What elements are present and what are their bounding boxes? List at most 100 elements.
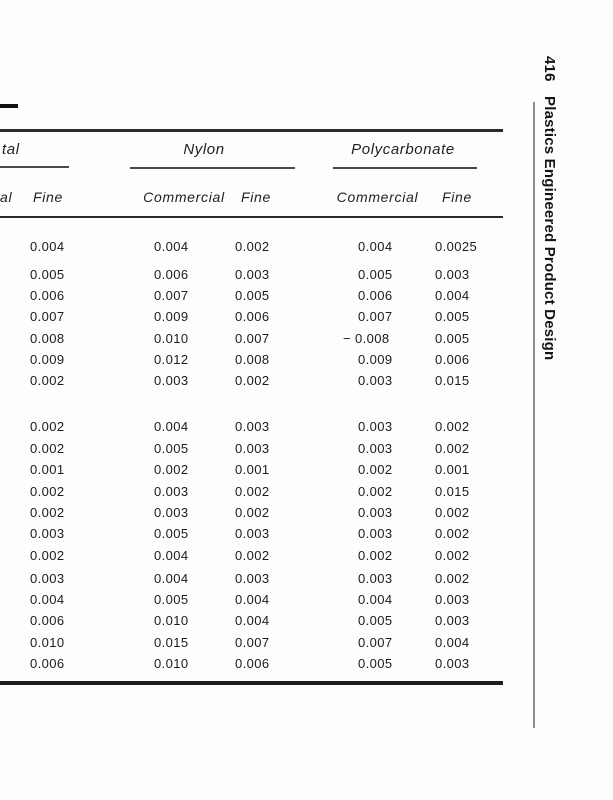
table-cell: 0.003 — [435, 592, 470, 607]
table-cell: 0.003 — [235, 267, 270, 282]
table-cell: 0.003 — [154, 373, 189, 388]
table-cell: 0.002 — [154, 462, 189, 477]
table-cell: 0.005 — [358, 267, 393, 282]
table-cell: 0.006 — [30, 288, 65, 303]
table-cell: 0.003 — [435, 656, 470, 671]
table-cell: 0.002 — [235, 373, 270, 388]
col-header-polycarbonate-fine: Fine — [442, 189, 473, 205]
table-cell: 0.004 — [358, 592, 393, 607]
table-cell: 0.009 — [30, 352, 65, 367]
table-cell: 0.002 — [435, 548, 470, 563]
table-cell: 0.002 — [435, 505, 470, 520]
table-cell: 0.002 — [435, 526, 470, 541]
table-cell: 0.003 — [30, 571, 65, 586]
col-header-nylon-commercial: Commercial — [143, 189, 225, 205]
col-header-acetal-fine: Fine — [33, 189, 64, 205]
table-cell: 0.001 — [435, 462, 470, 477]
table-cell: 0.012 — [154, 352, 189, 367]
table-cell: 0.006 — [235, 309, 270, 324]
table-cell: 0.006 — [154, 267, 189, 282]
table-cell: 0.005 — [435, 331, 470, 346]
table-cell: 0.002 — [30, 441, 65, 456]
group-header-polycarbonate: Polycarbonate — [351, 141, 455, 158]
table-cell: 0.002 — [30, 548, 65, 563]
table-cell: 0.003 — [235, 526, 270, 541]
running-header-rule — [533, 102, 535, 728]
table-cell: 0.004 — [154, 419, 189, 434]
table-cell: 0.007 — [235, 635, 270, 650]
group-underline-acetal — [0, 166, 69, 168]
table-cell: 0.007 — [154, 288, 189, 303]
col-header-commercial-truncated: al — [0, 189, 13, 205]
table-cell: 0.004 — [435, 635, 470, 650]
table-cell: − 0.008 — [343, 331, 390, 346]
table-cell: 0.005 — [30, 267, 65, 282]
table-bottom-border — [0, 681, 503, 685]
table-cell: 0.003 — [358, 373, 393, 388]
table-cell: 0.006 — [435, 352, 470, 367]
table-cell: 0.005 — [154, 526, 189, 541]
table-cell: 0.002 — [235, 239, 270, 254]
group-underline-polycarbonate — [333, 167, 477, 169]
table-cell: 0.003 — [358, 419, 393, 434]
table-cell: 0.002 — [235, 548, 270, 563]
table-cell: 0.002 — [30, 505, 65, 520]
table-cell: 0.0025 — [435, 239, 478, 254]
table-cell: 0.006 — [358, 288, 393, 303]
table-cell: 0.007 — [235, 331, 270, 346]
table-cell: 0.004 — [154, 239, 189, 254]
table-cell: 0.003 — [435, 613, 470, 628]
table-cell: 0.003 — [235, 571, 270, 586]
table-cell: 0.003 — [154, 505, 189, 520]
left-edge-dash — [0, 104, 18, 108]
table-cell: 0.006 — [30, 656, 65, 671]
running-header: 416 Plastics Engineered Product Design — [538, 56, 558, 360]
table-cell: 0.004 — [235, 613, 270, 628]
table-cell: 0.002 — [30, 373, 65, 388]
table-cell: 0.009 — [154, 309, 189, 324]
table-cell: 0.002 — [30, 419, 65, 434]
book-title: Plastics Engineered Product Design — [541, 95, 558, 361]
table-cell: 0.002 — [235, 505, 270, 520]
group-header-nylon: Nylon — [183, 141, 225, 158]
page-number: 416 — [541, 56, 558, 82]
table-cell: 0.004 — [235, 592, 270, 607]
table-cell: 0.007 — [358, 309, 393, 324]
table-cell: 0.003 — [30, 526, 65, 541]
table-cell: 0.002 — [235, 484, 270, 499]
table-cell: 0.002 — [358, 484, 393, 499]
table-cell: 0.001 — [30, 462, 65, 477]
table-cell: 0.004 — [30, 239, 65, 254]
table-cell: 0.010 — [154, 656, 189, 671]
table-cell: 0.005 — [235, 288, 270, 303]
table-cell: 0.006 — [30, 613, 65, 628]
table-cell: 0.003 — [435, 267, 470, 282]
table-cell: 0.002 — [358, 548, 393, 563]
table-cell: 0.015 — [435, 484, 470, 499]
table-cell: 0.002 — [435, 419, 470, 434]
table-cell: 0.015 — [435, 373, 470, 388]
table-cell: 0.009 — [358, 352, 393, 367]
table-cell: 0.010 — [154, 331, 189, 346]
table-cell: 0.002 — [435, 441, 470, 456]
table-cell: 0.015 — [154, 635, 189, 650]
table-cell: 0.010 — [30, 635, 65, 650]
table-cell: 0.005 — [154, 592, 189, 607]
table-cell: 0.003 — [154, 484, 189, 499]
table-cell: 0.008 — [30, 331, 65, 346]
col-header-nylon-fine: Fine — [241, 189, 272, 205]
table-cell: 0.007 — [358, 635, 393, 650]
table-cell: 0.005 — [435, 309, 470, 324]
table-cell: 0.003 — [358, 505, 393, 520]
table-cell: 0.006 — [235, 656, 270, 671]
table-cell: 0.005 — [154, 441, 189, 456]
table-cell: 0.002 — [30, 484, 65, 499]
table-cell: 0.002 — [358, 462, 393, 477]
table-cell: 0.003 — [235, 419, 270, 434]
table-cell: 0.007 — [30, 309, 65, 324]
table-cell: 0.001 — [235, 462, 270, 477]
table-cell: 0.003 — [358, 441, 393, 456]
table-cell: 0.004 — [30, 592, 65, 607]
table-cell: 0.004 — [154, 571, 189, 586]
group-underline-nylon — [130, 167, 295, 169]
